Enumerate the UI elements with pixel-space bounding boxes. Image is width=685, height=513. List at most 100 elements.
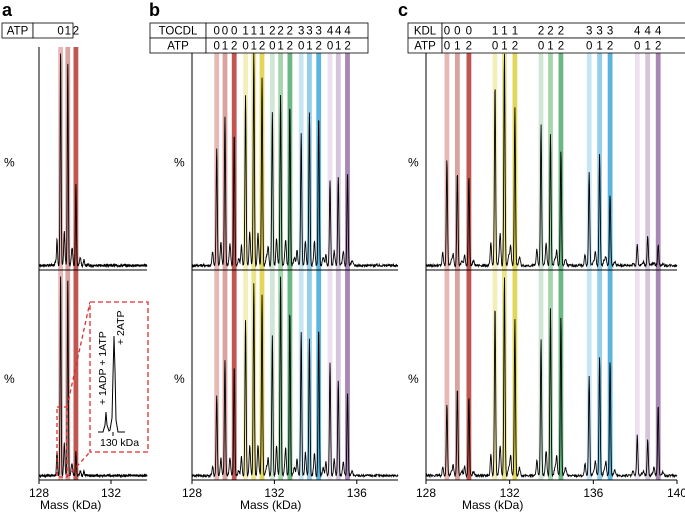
zoom-inset: + 1ADP + 1ATP + 2ATP 130 kDa bbox=[56, 301, 149, 478]
x-axis-label: Mass (kDa) bbox=[40, 498, 101, 512]
band-11 bbox=[316, 47, 322, 480]
table-value: 1 bbox=[501, 41, 507, 53]
table-value: 2 bbox=[655, 41, 661, 53]
x-tick-label-3: 140 bbox=[667, 486, 685, 500]
x-axis-label: Mass (kDa) bbox=[240, 498, 301, 512]
zoom-connector-bottom bbox=[66, 451, 91, 478]
table-value: 3 bbox=[315, 26, 321, 38]
table-value: 2 bbox=[315, 41, 321, 53]
inset-label-2atp: + 2ATP bbox=[115, 310, 127, 345]
table-value: 4 bbox=[335, 26, 342, 38]
x-tick-label-0: 128 bbox=[182, 486, 202, 500]
table-row-label: ATP bbox=[7, 26, 29, 38]
band-10 bbox=[307, 47, 312, 480]
band-12 bbox=[327, 47, 333, 480]
band-1 bbox=[65, 47, 71, 480]
table-value: 1 bbox=[251, 26, 257, 38]
band-0 bbox=[214, 47, 220, 480]
table-value: 2 bbox=[277, 26, 283, 38]
band-13 bbox=[335, 47, 341, 480]
table-value: 0 bbox=[538, 41, 544, 53]
table-value: 0 bbox=[231, 26, 237, 38]
table-value-cell bbox=[32, 22, 74, 39]
spectrum-top bbox=[425, 53, 678, 269]
x-axis-label: Mass (kDa) bbox=[462, 498, 523, 512]
band-9 bbox=[586, 47, 592, 480]
table-value: 1 bbox=[645, 41, 651, 53]
table-value: 1 bbox=[259, 26, 265, 38]
band-0 bbox=[58, 47, 63, 480]
band-8 bbox=[558, 47, 564, 480]
table-value: 1 bbox=[242, 26, 248, 38]
table-row-label: ATP bbox=[414, 41, 436, 53]
table-value: 4 bbox=[655, 26, 662, 38]
table-value: 0 bbox=[454, 26, 460, 38]
band-11 bbox=[607, 47, 613, 480]
x-tick-label-1: 132 bbox=[101, 486, 121, 500]
zoom-inset-box bbox=[89, 301, 149, 453]
band-4 bbox=[502, 47, 507, 480]
table-value: 2 bbox=[558, 41, 564, 53]
panel-b-letter: b bbox=[149, 0, 160, 20]
band-group bbox=[58, 47, 79, 480]
panel-c-letter: c bbox=[398, 0, 408, 20]
inset-tick-label: 130 kDa bbox=[100, 437, 139, 449]
table-value: 0 bbox=[269, 41, 275, 53]
table-value: 2 bbox=[259, 41, 265, 53]
inset-label-adp-atp: + 1ADP + 1ATP bbox=[97, 331, 109, 405]
table-value: 0 bbox=[298, 41, 304, 53]
table-value: 3 bbox=[596, 26, 602, 38]
band-4 bbox=[251, 47, 257, 480]
table-value: 1 bbox=[492, 26, 498, 38]
table-value: 2 bbox=[287, 41, 293, 53]
table-value: 2 bbox=[287, 26, 293, 38]
table-value: 3 bbox=[306, 26, 312, 38]
table-value: 0 bbox=[242, 41, 248, 53]
table-value: 0 bbox=[214, 26, 220, 38]
spectrum-top bbox=[191, 52, 399, 269]
table-value: 3 bbox=[607, 26, 613, 38]
table-value: 0 bbox=[466, 26, 472, 38]
table-value: 0 bbox=[492, 41, 498, 53]
x-tick-label-2: 136 bbox=[347, 486, 367, 500]
table-value: 2 bbox=[466, 41, 472, 53]
x-tick-label-1: 132 bbox=[264, 486, 284, 500]
table-value: 0 bbox=[586, 41, 592, 53]
band-6 bbox=[269, 47, 275, 480]
band-6 bbox=[538, 47, 544, 480]
spectrum-bottom bbox=[191, 276, 399, 479]
y-axis-label-top: % bbox=[4, 156, 15, 170]
band-7 bbox=[278, 47, 283, 480]
table-value: 1 bbox=[501, 26, 507, 38]
band-1 bbox=[222, 47, 228, 480]
y-axis-label-top: % bbox=[408, 156, 419, 170]
table-value: 0 bbox=[214, 41, 220, 53]
spectrum-top bbox=[38, 53, 148, 269]
y-axis-label-top: % bbox=[174, 156, 185, 170]
table-value: 1 bbox=[512, 26, 518, 38]
table-value: 0 bbox=[444, 26, 450, 38]
table-value: 2 bbox=[547, 26, 553, 38]
band-8 bbox=[287, 47, 293, 480]
band-2 bbox=[466, 47, 472, 480]
table-value: 1 bbox=[222, 41, 228, 53]
band-1 bbox=[455, 47, 460, 480]
band-14 bbox=[655, 47, 661, 480]
table-value: 0 bbox=[222, 26, 228, 38]
band-7 bbox=[548, 47, 553, 480]
y-axis-label-bottom: % bbox=[174, 372, 185, 386]
table-row-label: KDL bbox=[414, 26, 437, 38]
table-value: 1 bbox=[306, 41, 312, 53]
band-3 bbox=[243, 47, 248, 480]
table-row-label: TOCDL bbox=[159, 26, 198, 38]
table-value: 2 bbox=[558, 26, 564, 38]
table-value: 4 bbox=[327, 26, 334, 38]
table-value: 2 bbox=[231, 41, 237, 53]
table-value: 1 bbox=[547, 41, 553, 53]
band-0 bbox=[444, 47, 450, 480]
